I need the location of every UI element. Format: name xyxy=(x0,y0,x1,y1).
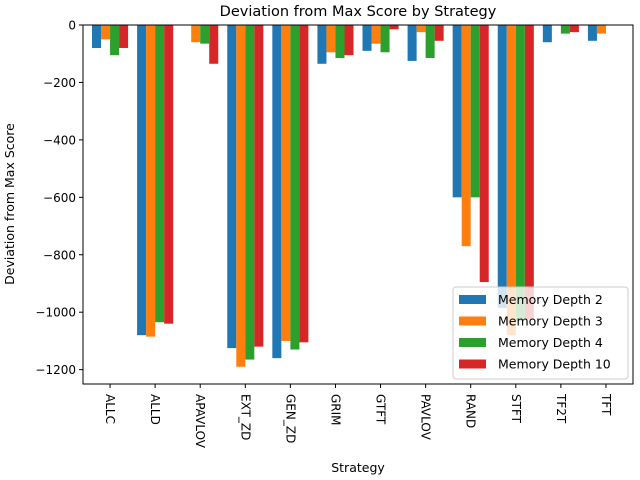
bar-gtft-series-2 xyxy=(371,25,381,44)
bar-stft-series-3 xyxy=(515,25,525,321)
x-tick-label: RAND xyxy=(464,394,478,428)
bar-tft-series-1 xyxy=(587,25,597,41)
legend-swatch xyxy=(459,316,486,326)
bar-rand-series-3 xyxy=(470,25,480,198)
bar-gen-zd-series-1 xyxy=(272,25,282,359)
bar-pavlov-series-1 xyxy=(407,25,417,61)
y-tick-label: −1000 xyxy=(35,306,76,320)
legend-box xyxy=(452,286,629,380)
bar-rand-series-4 xyxy=(479,25,489,283)
bars-group xyxy=(92,25,606,367)
bar-gtft-series-1 xyxy=(362,25,372,51)
bar-ext-zd-series-2 xyxy=(236,25,246,367)
bar-apavlov-series-2 xyxy=(191,25,201,43)
bar-stft-series-4 xyxy=(524,25,534,320)
y-tick-label: −1200 xyxy=(35,363,76,377)
bar-stft-series-1 xyxy=(497,25,507,308)
bar-gtft-series-4 xyxy=(389,25,399,30)
y-tick-label: 0 xyxy=(68,19,76,33)
bar-apavlov-series-4 xyxy=(209,25,219,64)
x-tick-label: STFT xyxy=(509,394,523,424)
y-axis: 0 −200 −400 −600 −800 −1000 −1200 xyxy=(35,19,83,377)
bar-apavlov-series-3 xyxy=(200,25,210,44)
bar-pavlov-series-3 xyxy=(425,25,435,59)
bar-gen-zd-series-4 xyxy=(299,25,309,343)
x-axis: ALLC ALLD APAVLOV EXT_ZD GEN_ZD GRIM GTFT PAVLO… xyxy=(103,384,613,449)
x-tick-label: PAVLOV xyxy=(419,394,433,441)
legend-label: Memory Depth 3 xyxy=(498,314,603,329)
bar-allc-series-4 xyxy=(119,25,129,48)
legend-swatch xyxy=(459,295,486,304)
legend-label: Memory Depth 4 xyxy=(498,335,603,350)
y-tick-label: −800 xyxy=(43,248,76,262)
bar-ext-zd-series-4 xyxy=(254,25,264,347)
legend-label: Memory Depth 10 xyxy=(498,357,611,372)
x-tick-label: ALLD xyxy=(148,394,162,425)
y-axis-label: Deviation from Max Score xyxy=(2,123,17,285)
x-tick-label: GTFT xyxy=(374,394,388,425)
bar-grim-series-2 xyxy=(326,25,336,53)
x-tick-label: EXT_ZD xyxy=(238,394,252,440)
x-tick-label: GRIM xyxy=(328,394,342,426)
bar-stft-series-2 xyxy=(506,25,516,336)
bar-grim-series-4 xyxy=(344,25,354,56)
bar-alld-series-1 xyxy=(137,25,147,336)
bar-tf2t-series-1 xyxy=(542,25,552,43)
y-tick-label: −400 xyxy=(43,133,76,147)
bar-gen-zd-series-3 xyxy=(290,25,300,350)
x-axis-label: Strategy xyxy=(331,460,385,475)
y-tick-label: −600 xyxy=(43,191,76,205)
plot-frame xyxy=(82,24,634,385)
bar-tf2t-series-4 xyxy=(569,25,579,33)
chart-title: Deviation from Max Score by Strategy xyxy=(220,4,497,20)
x-tick-label: TF2T xyxy=(554,393,568,424)
legend: Memory Depth 2 Memory Depth 3 Memory Depth… xyxy=(452,286,629,380)
legend-swatch xyxy=(459,359,486,369)
bar-grim-series-3 xyxy=(335,25,345,59)
bar-pavlov-series-4 xyxy=(434,25,444,41)
x-tick-label: ALLC xyxy=(103,394,117,424)
bar-tf2t-series-3 xyxy=(560,25,570,34)
bar-gtft-series-3 xyxy=(380,25,390,53)
bar-tft-series-2 xyxy=(596,25,606,34)
bar-alld-series-2 xyxy=(146,25,156,337)
bar-ext-zd-series-3 xyxy=(245,25,255,360)
bar-alld-series-3 xyxy=(155,25,165,323)
bar-pavlov-series-2 xyxy=(416,25,426,33)
bar-allc-series-1 xyxy=(92,25,102,48)
y-tick-label: −200 xyxy=(43,76,76,90)
bar-allc-series-2 xyxy=(101,25,111,40)
bar-rand-series-1 xyxy=(452,25,462,198)
legend-swatch xyxy=(459,338,486,347)
x-tick-label: GEN_ZD xyxy=(283,394,297,443)
legend-label: Memory Depth 2 xyxy=(498,292,603,307)
x-tick-label: TFT xyxy=(599,393,613,416)
bar-ext-zd-series-1 xyxy=(227,25,237,349)
x-tick-label: APAVLOV xyxy=(193,394,207,449)
bar-alld-series-4 xyxy=(164,25,174,324)
bar-grim-series-1 xyxy=(317,25,327,64)
bar-rand-series-2 xyxy=(461,25,471,247)
bar-gen-zd-series-2 xyxy=(281,25,291,341)
bar-allc-series-3 xyxy=(110,25,120,56)
